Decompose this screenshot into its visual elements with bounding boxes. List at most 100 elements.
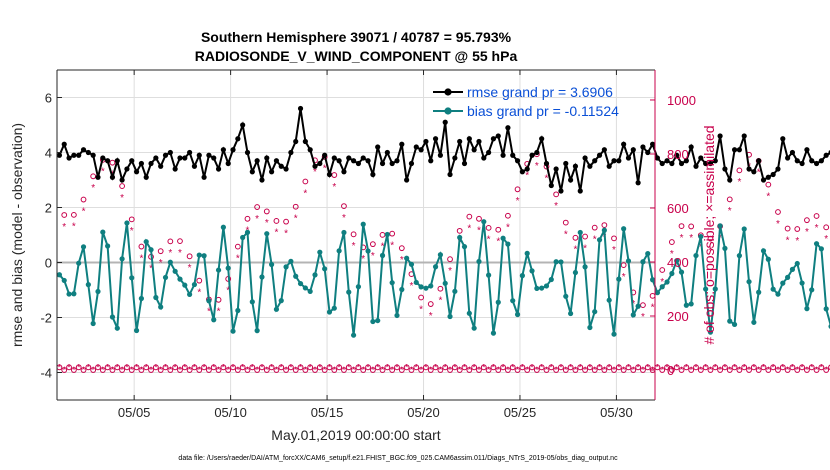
rmse-point — [727, 177, 733, 183]
bias-point — [177, 276, 183, 282]
obs-possible-low-marker — [254, 367, 261, 373]
obs-possible-low-marker — [808, 364, 815, 371]
obs-possible-low-marker — [394, 364, 400, 371]
bias-point — [592, 309, 598, 315]
obs-possible-low-marker — [75, 364, 82, 371]
obs-assimilated-low-marker: * — [525, 365, 529, 375]
bias-point — [568, 310, 574, 317]
obs-possible-low-marker — [196, 367, 203, 373]
rmse-point — [254, 158, 260, 164]
obs-assimilated-low-marker: * — [675, 362, 679, 372]
obs-possible-low-marker — [143, 364, 150, 371]
bias-point — [119, 256, 125, 262]
obs-possible-low-marker — [480, 364, 487, 371]
obs-possible-low-marker — [157, 367, 164, 373]
obs-assimilated-low-marker: * — [270, 362, 274, 372]
obs-possible-low-marker — [220, 364, 227, 371]
obs-assimilated-low-marker: * — [641, 365, 645, 375]
obs-possible-marker — [119, 183, 126, 189]
obs-assimilated-low-marker: * — [685, 362, 689, 372]
obs-assimilated-low-marker: * — [709, 365, 713, 375]
obs-possible-low-marker — [717, 367, 724, 373]
obs-possible-low-marker — [726, 367, 733, 373]
obs-possible-low-marker — [755, 367, 762, 373]
rmse-point — [510, 152, 516, 158]
obs-assimilated-low-marker: * — [246, 365, 250, 375]
obs-assimilated-low-marker: * — [757, 365, 761, 375]
rmse-point — [707, 160, 714, 167]
obs-possible-low-marker — [514, 367, 521, 373]
bias-point — [529, 268, 535, 274]
bias-point — [809, 287, 815, 293]
bias-point — [548, 276, 554, 283]
bias-point — [693, 252, 699, 259]
obs-assimilated-marker: * — [82, 206, 86, 217]
bias-point — [341, 229, 347, 236]
obs-assimilated-low-marker: * — [275, 365, 279, 375]
bias-point — [616, 276, 622, 282]
bias-point — [230, 328, 236, 334]
obs-assimilated-marker: * — [419, 304, 423, 315]
bias-point — [211, 317, 217, 323]
bias-point — [596, 237, 603, 243]
obs-assimilated-low-marker: * — [125, 362, 129, 372]
obs-assimilated-marker: * — [467, 223, 471, 234]
obs-assimilated-low-marker: * — [193, 362, 197, 372]
obs-assimilated-marker: * — [622, 272, 626, 283]
rmse-point — [524, 166, 530, 172]
obs-assimilated-marker: * — [651, 303, 655, 314]
obs-assimilated-low-marker: * — [699, 365, 703, 375]
obs-possible-low-marker — [287, 364, 294, 371]
obs-assimilated-marker: * — [757, 168, 761, 179]
obs-assimilated-low-marker: * — [386, 362, 390, 372]
obs-assimilated-low-marker: * — [578, 362, 582, 372]
obs-assimilated-marker: * — [371, 251, 375, 262]
obs-assimilated-marker: * — [188, 263, 192, 274]
bias-point — [307, 288, 313, 295]
obs-possible-low-marker — [336, 364, 343, 371]
bias-point — [756, 289, 762, 295]
obs-possible-marker — [476, 215, 482, 222]
bias-series — [56, 219, 830, 338]
bias-point — [770, 286, 776, 292]
obs-assimilated-low-marker: * — [501, 362, 505, 372]
bias-point — [201, 253, 207, 259]
y-left-tick-label: -2 — [40, 311, 52, 326]
rmse-point — [418, 147, 424, 153]
obs-possible-low-marker — [668, 367, 675, 373]
obs-assimilated-low-marker: * — [96, 362, 100, 372]
rmse-point — [582, 155, 588, 161]
obs-assimilated-low-marker: * — [762, 362, 766, 372]
obs-possible-low-marker — [331, 367, 338, 373]
rmse-point — [780, 136, 786, 142]
bias-point — [495, 299, 501, 305]
obs-assimilated-low-marker: * — [612, 365, 616, 375]
bias-point — [80, 244, 87, 250]
rmse-point — [423, 138, 429, 145]
rmse-point — [587, 163, 593, 169]
legend-bias-marker — [444, 107, 452, 115]
bias-point — [355, 284, 362, 290]
rmse-point — [785, 155, 791, 161]
obs-assimilated-low-marker: * — [159, 365, 163, 375]
rmse-point — [138, 160, 144, 167]
obs-possible-low-marker — [789, 364, 796, 371]
bias-point — [278, 298, 284, 304]
bias-point — [95, 288, 101, 295]
obs-assimilated-low-marker: * — [482, 362, 486, 372]
obs-assimilated-marker: * — [429, 311, 433, 322]
obs-assimilated-marker: * — [487, 235, 491, 246]
bias-point — [196, 252, 202, 258]
obs-possible-low-marker — [263, 367, 270, 373]
obs-assimilated-low-marker: * — [116, 362, 120, 372]
bias-point — [423, 285, 429, 291]
obs-assimilated-marker: * — [323, 164, 327, 175]
obs-possible-marker — [398, 245, 405, 252]
x-tick-label: 05/20 — [407, 405, 440, 420]
obs-assimilated-marker: * — [101, 167, 105, 178]
obs-assimilated-low-marker: * — [212, 362, 216, 372]
obs-assimilated-marker: * — [91, 183, 95, 194]
obs-possible-low-marker — [625, 364, 632, 371]
bias-point — [823, 306, 829, 312]
obs-assimilated-low-marker: * — [390, 365, 394, 375]
